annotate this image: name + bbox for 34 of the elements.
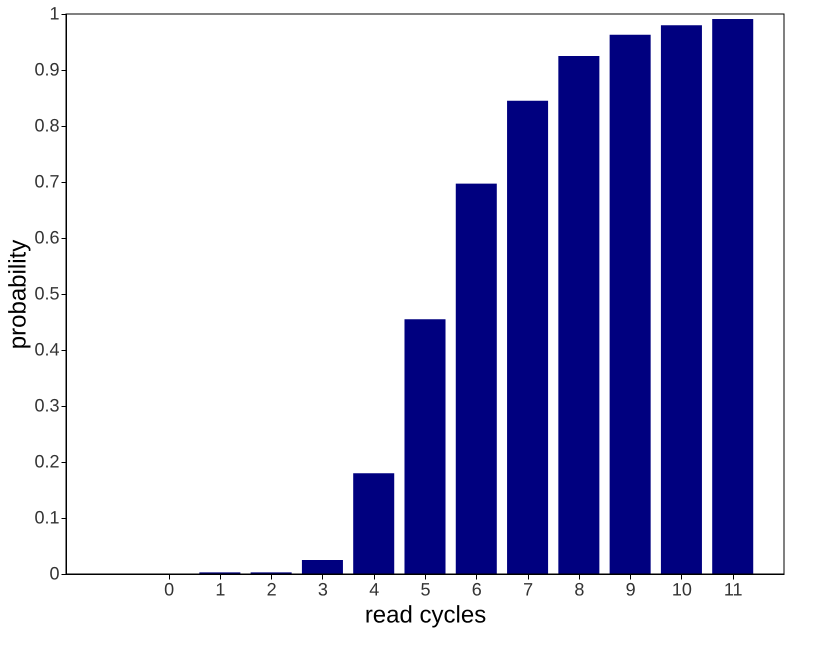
bar — [404, 319, 446, 574]
y-tick-label: 0.8 — [34, 116, 60, 136]
x-tick-label: 7 — [523, 580, 534, 600]
x-tick-label: 1 — [215, 580, 226, 600]
bar — [558, 56, 600, 574]
x-axis-title: read cycles — [364, 602, 486, 628]
y-tick-label: 0.6 — [34, 228, 60, 248]
y-axis-title: probability — [4, 240, 32, 350]
bar — [353, 473, 394, 574]
x-tick-label: 6 — [472, 580, 482, 600]
y-tick-label: 0.7 — [34, 172, 60, 192]
bar — [456, 184, 497, 574]
bar — [660, 25, 702, 574]
bar — [302, 560, 343, 574]
y-tick-label: 0.4 — [34, 340, 60, 360]
y-tick-label: 0 — [49, 564, 60, 584]
y-tick-label: 0.3 — [34, 396, 60, 416]
y-tick-label: 0.5 — [34, 284, 60, 304]
bar — [712, 19, 754, 574]
y-tick-label: 0.2 — [34, 452, 60, 472]
x-tick-label: 0 — [164, 580, 174, 600]
x-tick-label: 10 — [672, 580, 692, 600]
x-tick-label: 9 — [626, 580, 636, 600]
x-tick-label: 8 — [574, 580, 584, 600]
bar — [610, 34, 651, 574]
x-tick-label: 5 — [420, 580, 431, 600]
x-tick-label: 3 — [318, 580, 328, 600]
bar — [507, 100, 548, 574]
y-tick-label: 0.9 — [34, 60, 60, 80]
x-tick-label: 2 — [266, 580, 277, 600]
y-tick-label: 0.1 — [34, 508, 60, 528]
x-tick-label: 4 — [369, 580, 380, 600]
x-tick-label: 11 — [724, 580, 743, 600]
y-tick-label: 1 — [49, 4, 60, 24]
